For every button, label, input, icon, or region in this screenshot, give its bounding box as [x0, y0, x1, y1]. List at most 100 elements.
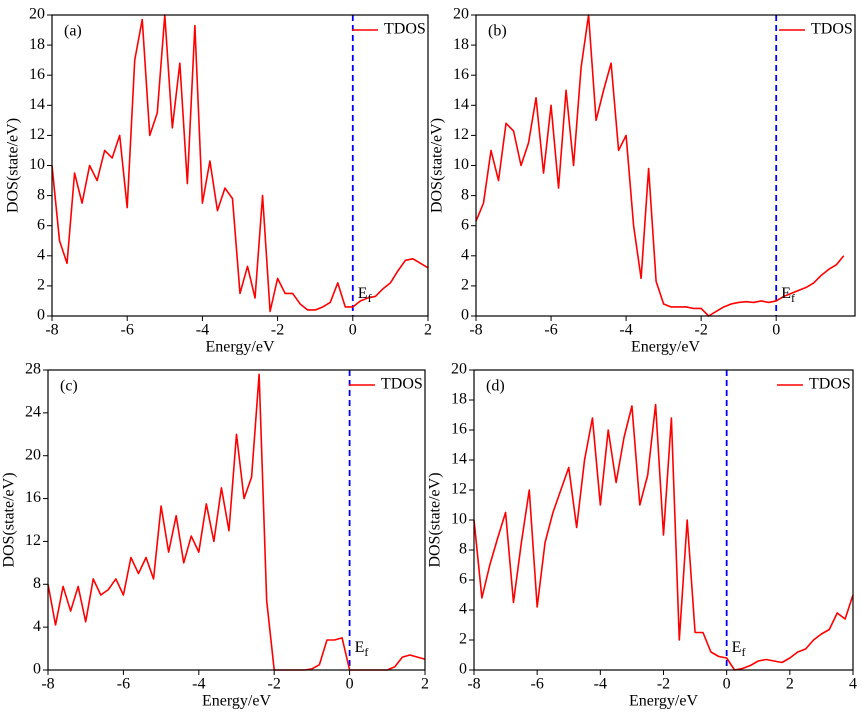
y-tick-label: 18: [453, 36, 469, 53]
y-tick-label: 24: [25, 404, 41, 421]
x-tick-label: -2: [694, 322, 707, 339]
y-axis-title: DOS(state/eV): [429, 118, 446, 213]
plot-frame: [475, 14, 856, 317]
y-tick-label: 10: [453, 156, 469, 173]
dos-line: [475, 14, 845, 317]
x-tick-label: 2: [786, 676, 794, 693]
x-tick-label: -8: [469, 322, 482, 339]
y-tick-label: 16: [451, 421, 467, 438]
panel: 0 2 4 6 8 10 12 14 16 18 20 -8 -6 -4 -2 0 2 4 TDOS Ef (d) Ene…: [427, 361, 857, 710]
fermi-label: Ef: [732, 639, 746, 659]
y-tick-label: 28: [25, 361, 41, 378]
y-tick-label: 4: [33, 618, 41, 635]
panel: 0 2 4 6 8 10 12 14 16 18 20 -8 -6 -4 -2 0 2 TDOS Ef (a) Ener…: [5, 6, 432, 356]
x-axis-title: Energy/eV: [202, 693, 271, 710]
panel-label: (a): [64, 23, 82, 40]
fermi-label-sub: f: [741, 645, 745, 659]
y-tick-label: 20: [453, 6, 469, 23]
x-tick-label: 0: [772, 322, 780, 339]
x-tick-label: 4: [849, 676, 857, 693]
y-tick-label: 8: [459, 541, 467, 558]
panel-label: (c): [60, 378, 78, 395]
fermi-label-sub: f: [364, 645, 368, 659]
y-tick-label: 14: [29, 96, 45, 113]
fermi-label-main: E: [732, 639, 742, 656]
dos-line: [51, 14, 429, 313]
fermi-label: Ef: [781, 285, 795, 305]
legend-label: TDOS: [381, 376, 423, 393]
y-axis-title: DOS(state/eV): [427, 472, 444, 567]
y-tick-label: 0: [37, 307, 45, 324]
y-tick-label: 8: [37, 186, 45, 203]
x-tick-label: -2: [271, 322, 284, 339]
y-tick-label: 20: [29, 6, 45, 23]
y-tick-label: 4: [459, 601, 467, 618]
x-tick-label: -6: [544, 322, 557, 339]
x-tick-label: -8: [467, 676, 480, 693]
x-tick-label: -6: [121, 322, 134, 339]
x-tick-label: 2: [424, 322, 432, 339]
y-tick-label: 16: [453, 66, 469, 83]
panel-label: (d): [486, 378, 505, 395]
y-axis-title: DOS(state/eV): [5, 118, 22, 213]
y-tick-label: 20: [25, 446, 41, 463]
y-tick-label: 6: [459, 571, 467, 588]
fermi-label: Ef: [355, 639, 369, 659]
fermi-label-main: E: [355, 639, 365, 656]
y-tick-label: 18: [451, 391, 467, 408]
x-tick-label: 0: [723, 676, 731, 693]
legend-label: TDOS: [811, 21, 853, 38]
y-tick-label: 20: [451, 361, 467, 378]
y-tick-label: 2: [37, 277, 45, 294]
y-tick-label: 0: [33, 661, 41, 678]
dos-line: [473, 403, 854, 671]
x-tick-label: -8: [45, 322, 58, 339]
y-tick-label: 16: [25, 489, 41, 506]
legend-label: TDOS: [809, 376, 851, 393]
x-axis-title: Energy/eV: [205, 339, 274, 356]
y-tick-label: 6: [37, 216, 45, 233]
fermi-label-main: E: [358, 285, 368, 302]
dos-line: [47, 373, 426, 671]
x-axis-title: Energy/eV: [631, 339, 700, 356]
x-tick-label: 2: [421, 676, 429, 693]
fermi-label: Ef: [358, 285, 372, 305]
x-tick-label: 0: [349, 322, 357, 339]
panel: 0 2 4 6 8 10 12 14 16 18 20 -8 -6 -4 -2 0 TDOS Ef (b) Energ…: [429, 6, 856, 356]
y-tick-label: 8: [461, 186, 469, 203]
x-tick-label: -6: [531, 676, 544, 693]
y-tick-label: 4: [461, 246, 469, 263]
x-tick-label: -4: [196, 322, 209, 339]
y-tick-label: 0: [461, 307, 469, 324]
y-tick-label: 2: [461, 277, 469, 294]
x-tick-label: -4: [192, 676, 205, 693]
y-tick-label: 2: [459, 631, 467, 648]
fermi-label-sub: f: [368, 291, 372, 305]
x-tick-label: -4: [594, 676, 607, 693]
y-tick-label: 14: [453, 96, 469, 113]
fermi-label-sub: f: [791, 291, 795, 305]
y-tick-label: 14: [451, 451, 467, 468]
y-tick-label: 18: [29, 36, 45, 53]
x-axis-title: Energy/eV: [629, 693, 698, 710]
y-tick-label: 12: [29, 126, 45, 143]
plot-frame: [47, 369, 426, 671]
y-tick-label: 12: [451, 481, 467, 498]
y-tick-label: 12: [453, 126, 469, 143]
fermi-label-main: E: [781, 285, 791, 302]
y-tick-label: 16: [29, 66, 45, 83]
x-tick-label: -6: [117, 676, 130, 693]
y-tick-label: 0: [459, 661, 467, 678]
y-tick-label: 4: [37, 246, 45, 263]
y-tick-label: 8: [33, 575, 41, 592]
x-tick-label: 0: [346, 676, 354, 693]
x-tick-label: -2: [657, 676, 670, 693]
y-tick-label: 10: [451, 511, 467, 528]
panel: 0 4 8 12 16 20 24 28 -8 -6 -4 -2 0 2 TDOS Ef (c) Energy/e…: [1, 361, 429, 710]
y-tick-label: 12: [25, 532, 41, 549]
panel-label: (b): [488, 23, 507, 40]
y-axis-title: DOS(state/eV): [1, 472, 18, 567]
x-tick-label: -8: [41, 676, 54, 693]
